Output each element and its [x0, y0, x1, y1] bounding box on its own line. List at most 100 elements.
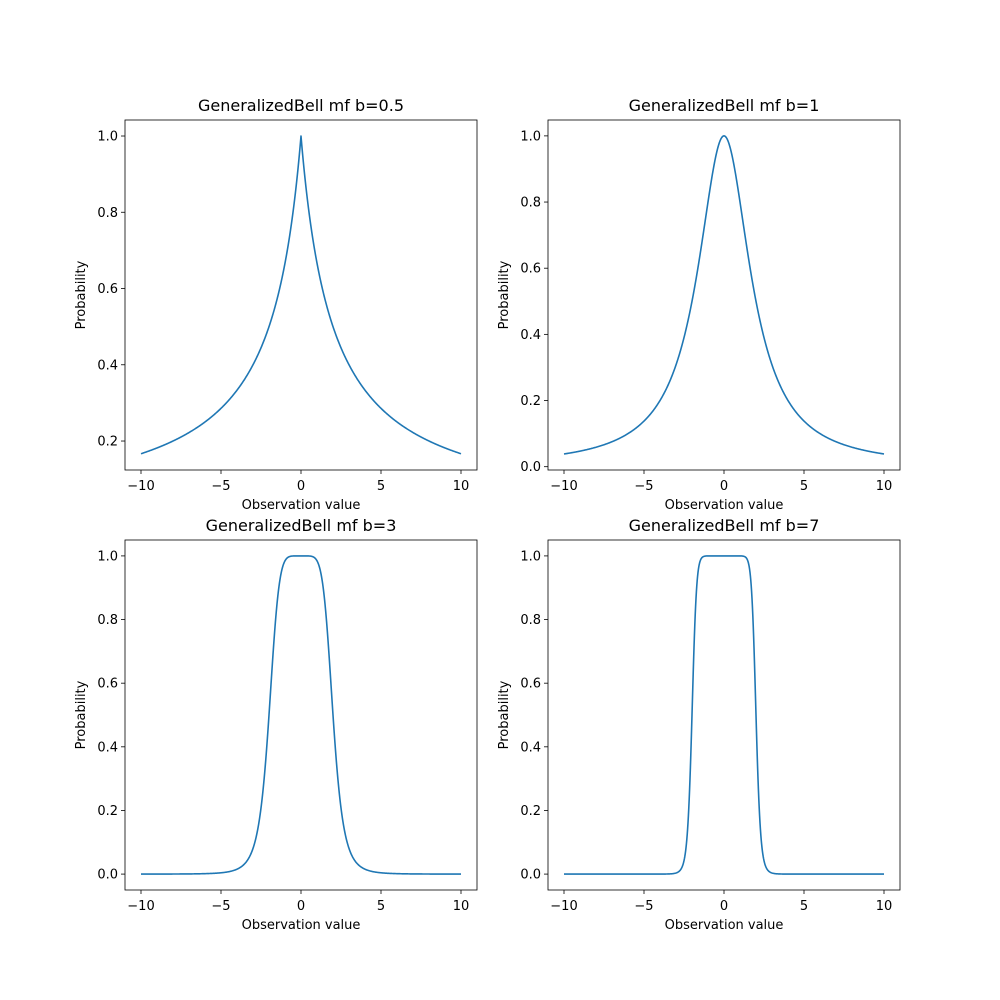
data-point	[348, 848, 350, 850]
chart-title: GeneralizedBell mf b=0.5	[198, 96, 404, 115]
data-point	[787, 400, 789, 402]
x-axis-label: Observation value	[242, 498, 361, 513]
y-axis-label: Probability	[497, 680, 512, 749]
data-point	[172, 440, 174, 442]
data-point	[276, 603, 278, 605]
y-tick-label: 0.2	[520, 804, 541, 819]
x-tick-label: 5	[377, 899, 385, 914]
y-axis-label: Probability	[74, 260, 89, 329]
x-tick-label: −5	[211, 479, 230, 494]
data-point	[204, 421, 206, 423]
data-point	[763, 859, 765, 861]
data-point	[691, 714, 693, 716]
data-point	[659, 400, 661, 402]
x-tick-label: 5	[377, 479, 385, 494]
data-point	[739, 201, 741, 203]
y-tick-label: 0.4	[97, 740, 118, 755]
data-point	[380, 407, 382, 409]
data-point	[694, 614, 696, 616]
data-point	[204, 873, 206, 875]
series-line	[563, 135, 885, 455]
data-point	[563, 873, 565, 875]
data-point	[396, 873, 398, 875]
data-point	[268, 326, 270, 328]
data-point	[316, 262, 318, 264]
x-tick-label: 10	[876, 899, 893, 914]
x-tick-label: −10	[550, 479, 577, 494]
data-point	[428, 440, 430, 442]
y-tick-label: 0.2	[97, 804, 118, 819]
data-point	[683, 859, 685, 861]
data-point	[747, 561, 749, 563]
data-point	[675, 872, 677, 874]
data-point	[252, 848, 254, 850]
data-point	[883, 453, 885, 455]
data-point	[316, 560, 318, 562]
data-point	[715, 155, 717, 157]
data-point	[364, 390, 366, 392]
subplot-4: −10 −5 0 5 10 0.0 0.2 0.4 0.6 0.8 1.0 GeneralizedBe…	[497, 516, 901, 933]
data-point	[292, 211, 294, 213]
data-point	[723, 555, 725, 557]
y-tick-label: 1.0	[520, 549, 541, 564]
data-point	[688, 807, 690, 809]
chart-title: GeneralizedBell mf b=3	[206, 516, 397, 535]
data-point	[659, 873, 661, 875]
data-point	[643, 420, 645, 422]
data-point	[332, 714, 334, 716]
data-point	[595, 446, 597, 448]
chart-title: GeneralizedBell mf b=1	[629, 96, 820, 115]
data-point	[236, 869, 238, 871]
subplot-3: −10 −5 0 5 10 0.0 0.2 0.4 0.6 0.8 1.0 GeneralizedBe…	[74, 516, 478, 933]
x-axis-label: Observation value	[665, 498, 784, 513]
data-point	[755, 300, 757, 302]
y-tick-label: 0.2	[97, 435, 118, 450]
data-point	[752, 614, 754, 616]
x-axis-label: Observation value	[242, 918, 361, 933]
data-point	[140, 453, 142, 455]
x-tick-label: −10	[127, 899, 154, 914]
subplot-2: −10 −5 0 5 10 0.0 0.2 0.4 0.6 0.8 1.0 GeneralizedBe…	[497, 96, 901, 513]
y-tick-label: 0.6	[520, 677, 541, 692]
data-point	[364, 869, 366, 871]
y-tick-label: 0.8	[520, 196, 541, 211]
x-tick-label: 10	[453, 899, 470, 914]
y-tick-label: 0.6	[520, 262, 541, 277]
data-point	[220, 407, 222, 409]
data-point	[348, 364, 350, 366]
y-tick-label: 0.8	[97, 613, 118, 628]
y-tick-label: 0.0	[97, 868, 118, 883]
data-point	[332, 326, 334, 328]
data-point	[308, 211, 310, 213]
data-point	[819, 433, 821, 435]
y-tick-label: 0.0	[520, 460, 541, 475]
chart-title: GeneralizedBell mf b=7	[629, 516, 820, 535]
data-point	[563, 453, 565, 455]
y-tick-label: 0.4	[520, 328, 541, 343]
x-tick-label: −10	[550, 899, 577, 914]
data-point	[707, 201, 709, 203]
x-tick-label: −10	[127, 479, 154, 494]
x-tick-label: 0	[720, 899, 728, 914]
data-point	[739, 555, 741, 557]
y-tick-label: 0.4	[97, 358, 118, 373]
series-line	[563, 555, 885, 875]
data-point	[851, 446, 853, 448]
data-point	[627, 433, 629, 435]
data-point	[691, 300, 693, 302]
data-point	[707, 555, 709, 557]
data-point	[284, 262, 286, 264]
data-point	[731, 155, 733, 157]
data-point	[699, 561, 701, 563]
x-tick-label: 0	[720, 479, 728, 494]
y-axis-label: Probability	[74, 680, 89, 749]
series-line	[140, 135, 462, 455]
data-point	[675, 364, 677, 366]
y-tick-label: 1.0	[520, 129, 541, 144]
data-point	[460, 873, 462, 875]
data-point	[340, 808, 342, 810]
x-tick-label: 10	[453, 479, 470, 494]
y-tick-label: 0.8	[520, 613, 541, 628]
data-point	[268, 714, 270, 716]
